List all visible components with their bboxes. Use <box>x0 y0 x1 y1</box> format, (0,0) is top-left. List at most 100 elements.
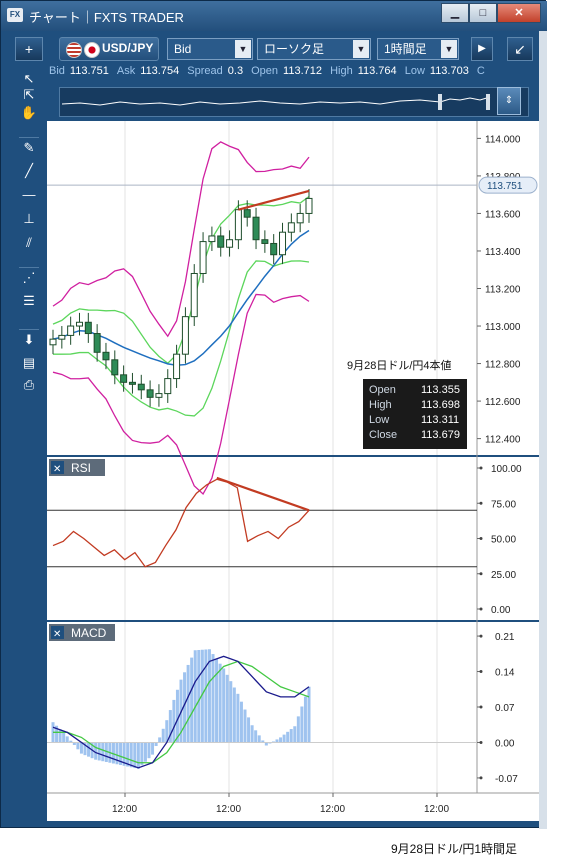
camera-icon[interactable]: ⎙ <box>23 377 35 392</box>
fan-icon[interactable]: ⋰ <box>19 267 39 288</box>
candle-body <box>137 383 145 391</box>
rsi-tick-label: 50.00 <box>491 535 516 546</box>
chart-svg[interactable]: 114.000113.800113.600113.400113.200113.0… <box>47 121 541 821</box>
close-button[interactable]: ✕ <box>497 3 541 23</box>
vertical-scrollbar[interactable] <box>539 31 547 829</box>
macd-histogram-bar <box>183 672 187 743</box>
us-flag-icon <box>66 42 82 58</box>
macd-histogram-bar <box>190 657 194 743</box>
chevron-down-icon: ▼ <box>353 40 369 58</box>
crosshair-pointer-icon[interactable]: ⇱ <box>23 87 35 102</box>
candle-body <box>234 209 242 241</box>
macd-histogram-bar <box>296 716 300 743</box>
candle-body <box>128 381 136 385</box>
macd-histogram-bar <box>200 649 204 743</box>
macd-histogram-bar <box>94 742 98 760</box>
macd-tick-label: 0.21 <box>495 632 515 643</box>
macd-histogram-bar <box>158 737 162 743</box>
detach-button[interactable]: ↙ <box>507 37 533 61</box>
navigator-strip[interactable] <box>59 87 529 117</box>
macd-histogram-bar <box>147 742 151 759</box>
macd-histogram-bar <box>247 717 251 743</box>
navigator-handle-right[interactable] <box>486 94 490 110</box>
download-icon[interactable]: ⬇ <box>19 329 39 350</box>
bollinger-lower-line <box>52 293 310 496</box>
macd-histogram-bar <box>133 742 137 769</box>
channel-icon[interactable]: ⫽ <box>26 235 32 250</box>
candle-body <box>75 321 83 327</box>
vertical-line-icon[interactable]: ⊥ <box>23 211 35 226</box>
price-tick-label: 114.000 <box>485 134 521 145</box>
fibonacci-icon[interactable]: ☰ <box>23 293 35 308</box>
chart-type-select[interactable]: ローソク足 ▼ <box>257 38 371 60</box>
candle-body <box>111 359 119 376</box>
macd-histogram-bar <box>289 729 293 743</box>
ohlc-open-label: Open <box>369 384 396 396</box>
macd-histogram-bar <box>122 742 126 766</box>
macd-histogram-bar <box>197 650 201 743</box>
ohlc-note-label: 9月28日ドル/円4本値 <box>347 358 452 372</box>
macd-histogram-bar <box>300 706 304 743</box>
current-price-badge <box>478 176 538 194</box>
scroll-right-button[interactable]: ▶ <box>471 37 493 61</box>
macd-histogram-bar <box>186 664 190 743</box>
macd-close-box <box>51 626 64 639</box>
ohlc-high-value: 113.698 <box>421 399 460 411</box>
ohlc-low-value: 113.311 <box>421 414 459 426</box>
price-type-select[interactable]: Bid ▼ <box>167 38 253 60</box>
y-tick-dot <box>479 705 483 709</box>
horizontal-line-icon[interactable]: — <box>22 187 36 202</box>
maximize-button[interactable]: □ <box>469 3 497 23</box>
candle-body <box>199 241 207 274</box>
navigator-handle-left[interactable] <box>438 94 442 110</box>
x-tick-label: 12:00 <box>424 804 449 815</box>
macd-histogram-bar <box>232 687 236 743</box>
symbol-selector[interactable]: USD/JPY <box>59 37 159 61</box>
macd-histogram-bar <box>83 742 87 756</box>
macd-histogram-bar <box>151 742 155 755</box>
ohlc-close-label: Close <box>369 429 397 441</box>
macd-histogram-bar <box>111 742 115 764</box>
macd-tick-label: -0.07 <box>495 774 518 785</box>
macd-histogram-bar <box>76 742 80 750</box>
pencil-icon[interactable]: ✎ <box>19 137 39 158</box>
quote-high-value: 113.764 <box>357 65 397 77</box>
add-chart-button[interactable]: + <box>15 37 43 61</box>
price-type-value: Bid <box>174 42 192 56</box>
candle-body <box>67 325 75 336</box>
macd-histogram-bar <box>218 663 222 743</box>
macd-histogram-bar <box>271 741 275 743</box>
candle-body <box>173 353 181 380</box>
macd-histogram-bar <box>140 742 144 766</box>
timeframe-value: 1時間足 <box>384 42 427 56</box>
macd-tick-label: 0.00 <box>495 738 515 749</box>
macd-histogram-bar <box>101 742 105 762</box>
macd-histogram-bar <box>126 742 130 767</box>
list-icon[interactable]: ▤ <box>22 355 36 370</box>
macd-tab <box>49 624 115 641</box>
rsi-tick-label: 0.00 <box>491 605 511 616</box>
title-bar[interactable]: FX チャート｜FXTS TRADER ▁ □ ✕ <box>1 1 547 31</box>
macd-histogram-bar <box>222 668 226 743</box>
jp-flag-icon <box>84 42 100 58</box>
caption: 9月28日ドル/円1時間足 <box>391 842 518 856</box>
close-icon: ✕ <box>53 464 61 475</box>
macd-histogram-bar <box>254 730 258 743</box>
pointer-icon[interactable]: ↖ <box>23 71 35 86</box>
navigator-expand-button[interactable]: ⇕ <box>497 87 521 115</box>
minimize-button[interactable]: ▁ <box>441 3 469 23</box>
x-tick-label: 12:00 <box>216 804 241 815</box>
macd-histogram-bar <box>193 650 197 743</box>
candle-body <box>146 389 154 398</box>
chart-toolbar: + USD/JPY Bid ▼ ローソク足 ▼ 1時間足 ▼ ▶ ↙ <box>11 35 541 63</box>
trendline-icon[interactable]: ╱ <box>25 163 33 178</box>
timeframe-select[interactable]: 1時間足 ▼ <box>377 38 459 60</box>
chart-area[interactable]: 114.000113.800113.600113.400113.200113.0… <box>47 121 541 821</box>
macd-histogram-bar <box>175 689 179 743</box>
candle-body <box>226 239 234 248</box>
macd-histogram-bar <box>161 728 165 743</box>
signal-line <box>53 660 310 764</box>
macd-histogram-bar <box>303 696 307 743</box>
candle-body <box>164 378 172 395</box>
hand-icon[interactable]: ✋ <box>20 105 38 120</box>
